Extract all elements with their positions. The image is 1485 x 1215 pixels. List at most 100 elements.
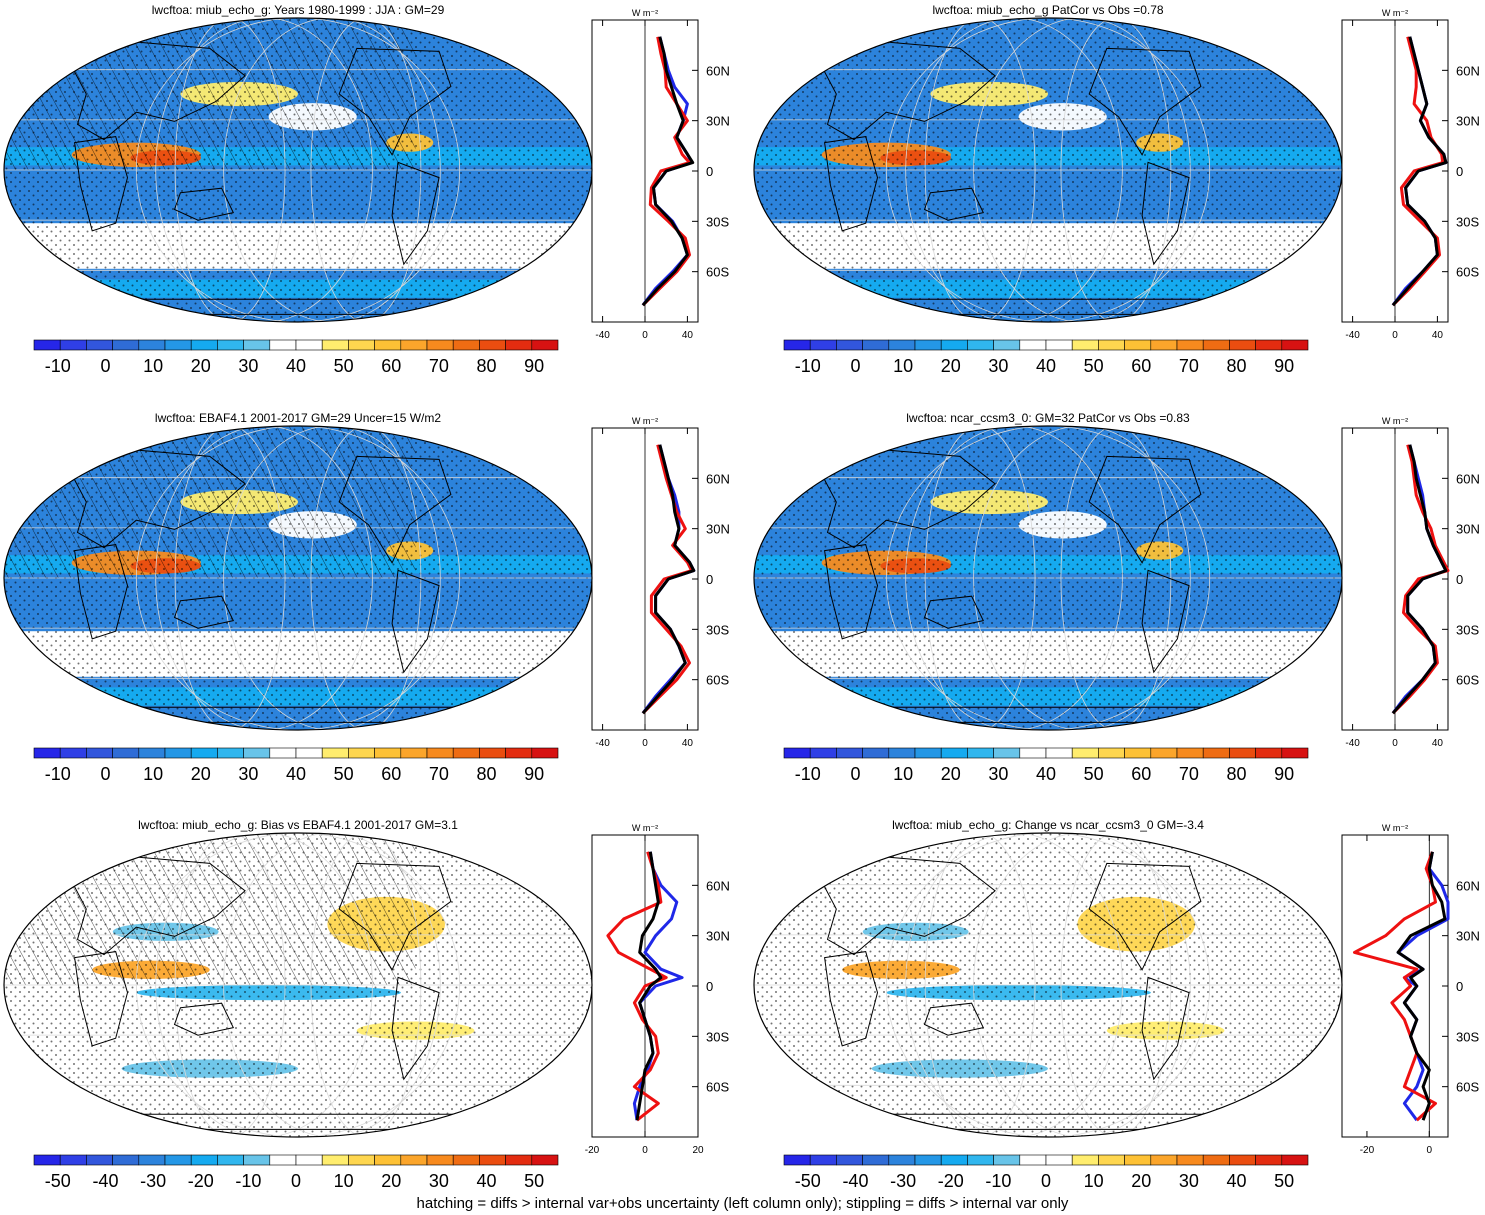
colorbar-swatch [295,747,323,759]
profile-xtick-label: 40 [1432,330,1444,341]
profile-units-label: W m⁻² [1382,8,1408,18]
colorbar-tick-label: -20 [938,1171,964,1191]
colorbar-swatch [86,339,113,351]
colorbar-swatch [452,747,480,759]
coastline [817,40,996,141]
profile-ytick-label: 30N [1456,114,1480,129]
profile-xtick-label: 0 [642,738,648,749]
coastline [824,544,879,640]
colorbar-swatch [164,339,192,351]
coastline [391,569,440,674]
colorbar-tick-label: -10 [235,1171,261,1191]
panel-title: lwcftoa: miub_echo_g: Years 1980-1999 : … [152,3,445,17]
colorbar-swatch [243,339,271,351]
colorbar-swatch [374,747,402,759]
profile-line-obs [1391,444,1448,715]
colorbar-swatch [321,339,349,351]
profile-xtick-label: 0 [642,1145,648,1156]
colorbar-swatch [243,1154,271,1166]
profile-ytick-label: 60S [1456,673,1479,688]
colorbar-swatch [59,339,87,351]
colorbar-swatch [86,1154,113,1166]
colorbar-swatch [1229,339,1256,351]
profile-ytick-label: 0 [1456,979,1463,994]
colorbar-swatch [33,747,61,759]
colorbar-swatch [33,1154,61,1166]
colorbar-swatch [400,747,428,759]
colorbar-swatch [505,339,533,351]
colorbar-swatch [940,747,968,759]
colorbar-swatch [505,1154,533,1166]
profile-line-model-a [1353,851,1437,1122]
profile-xtick-label: 0 [1392,738,1398,749]
colorbar-swatch [783,1154,811,1166]
profile-ytick-label: 30S [1456,1029,1479,1044]
colorbar-swatch [426,747,454,759]
coastline [67,448,246,549]
profile-ytick-label: 60N [706,471,730,486]
colorbar-swatch [59,1154,87,1166]
colorbar-tick-label: -10 [45,764,71,784]
colorbar-tick-label: 40 [1036,356,1056,376]
colorbar-swatch [1071,1154,1099,1166]
profile-ytick-label: 30N [1456,929,1480,944]
colorbar-swatch [479,1154,506,1166]
colorbar-swatch [1229,747,1256,759]
hatching [4,833,416,985]
colorbar-tick-label: 20 [381,1171,401,1191]
colorbar-tick-label: 50 [524,1171,544,1191]
profile-line-obs [641,444,696,715]
panel-p3: lwcftoa: EBAF4.1 2001-2017 GM=29 Uncer=1… [3,411,730,784]
colorbar-tick-label: -20 [188,1171,214,1191]
coastline [74,136,129,232]
profile-ytick-label: 60S [1456,1080,1479,1095]
colorbar-swatch [321,747,349,759]
colorbar-swatch [809,1154,837,1166]
colorbar-tick-label: -10 [45,356,71,376]
colorbar-tick-label: -10 [795,356,821,376]
panel-p4: lwcftoa: ncar_ccsm3_0: GM=32 PatCor vs O… [753,411,1480,784]
panel-p2: lwcftoa: miub_echo_g PatCor vs Obs =0.78… [753,3,1480,376]
profile-ytick-label: 60N [706,878,730,893]
colorbar-tick-label: 20 [941,764,961,784]
colorbar-tick-label: -40 [92,1171,118,1191]
colorbar-swatch [1150,1154,1178,1166]
colorbar-tick-label: -10 [985,1171,1011,1191]
colorbar-swatch [190,747,218,759]
colorbar-swatch [1202,747,1230,759]
colorbar-swatch [190,1154,218,1166]
colorbar-tick-label: 80 [477,764,497,784]
colorbar-tick-label: 80 [1227,764,1247,784]
colorbar-swatch [1124,747,1152,759]
colorbar-tick-label: -50 [45,1171,71,1191]
colorbar-swatch [1045,339,1073,351]
colorbar-swatch [138,1154,166,1166]
colorbar-swatch [836,339,863,351]
colorbar-tick-label: 30 [238,356,258,376]
coastline [1141,161,1190,266]
colorbar-swatch [479,339,506,351]
colorbar-swatch [138,747,166,759]
figure-footer-note: hatching = diffs > internal var+obs unce… [416,1195,1069,1212]
colorbar-swatch [1255,747,1283,759]
colorbar-swatch [531,1154,559,1166]
colorbar-tick-label: 10 [143,764,163,784]
colorbar-swatch [967,747,994,759]
profile-units-label: W m⁻² [1382,823,1408,833]
colorbar-tick-label: 90 [524,764,544,784]
coastline [824,136,879,232]
colorbar-swatch [809,339,837,351]
colorbar-tick-label: -10 [795,764,821,784]
profile-xtick-label: -40 [1345,738,1360,749]
colorbar-tick-label: 20 [1131,1171,1151,1191]
coastline [817,448,996,549]
profile-ytick-label: 60N [706,63,730,78]
coastline [391,976,440,1081]
coastline [1088,47,1202,156]
profile-xtick-label: 40 [1432,738,1444,749]
colorbar-swatch [1019,1154,1047,1166]
colorbar-swatch [295,339,323,351]
colorbar-swatch [888,339,916,351]
colorbar-swatch [479,747,506,759]
colorbar-tick-label: 60 [381,764,401,784]
